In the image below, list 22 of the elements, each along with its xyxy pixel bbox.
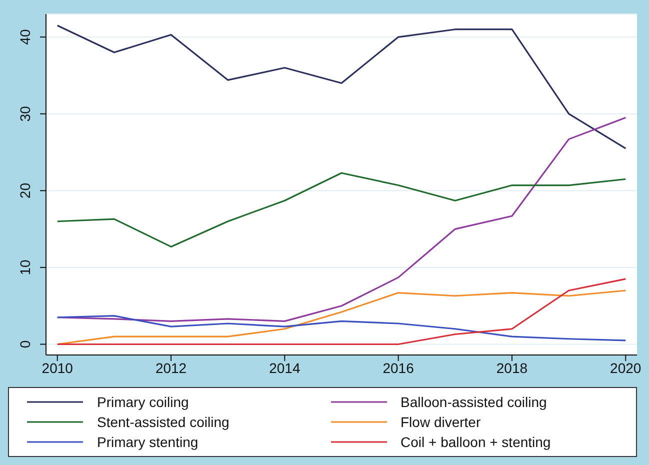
- line-series: [56, 24, 626, 150]
- x-tick-label: 2014: [269, 360, 300, 376]
- legend-label: Primary coiling: [97, 394, 189, 410]
- x-tick-label: 2010: [42, 360, 74, 376]
- x-tick-label: 2016: [382, 360, 414, 376]
- legend-label: Stent-assisted coiling: [97, 414, 230, 430]
- legend-label: Flow diverter: [400, 414, 481, 430]
- x-tick-label: 2020: [610, 360, 642, 376]
- line-series: [56, 315, 626, 342]
- legend-label: Balloon-assisted coiling: [400, 394, 547, 410]
- y-tick-label: 10: [17, 259, 33, 276]
- x-tick-label: 2018: [496, 360, 528, 376]
- line-series: [56, 290, 626, 346]
- line-series: [56, 172, 626, 248]
- y-tick-label: 0: [17, 340, 33, 348]
- legend-label: Primary stenting: [97, 434, 198, 450]
- x-tick-label: 2012: [155, 360, 187, 376]
- y-tick-label: 30: [17, 106, 33, 122]
- line-series: [56, 278, 626, 346]
- y-tick-label: 40: [17, 29, 33, 45]
- y-tick-label: 20: [17, 182, 33, 198]
- legend-label: Coil + balloon + stenting: [400, 434, 551, 450]
